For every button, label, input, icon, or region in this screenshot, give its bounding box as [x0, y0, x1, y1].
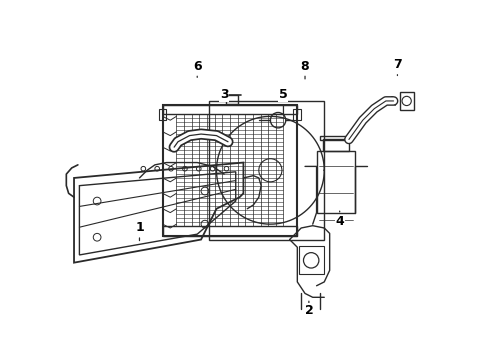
- Text: 7: 7: [393, 58, 402, 76]
- Text: 3: 3: [220, 88, 228, 105]
- Text: 1: 1: [135, 221, 144, 240]
- Text: 2: 2: [304, 301, 313, 317]
- Text: 8: 8: [301, 60, 309, 79]
- Text: 4: 4: [335, 211, 344, 228]
- Text: 5: 5: [279, 88, 288, 115]
- Text: 6: 6: [193, 60, 201, 77]
